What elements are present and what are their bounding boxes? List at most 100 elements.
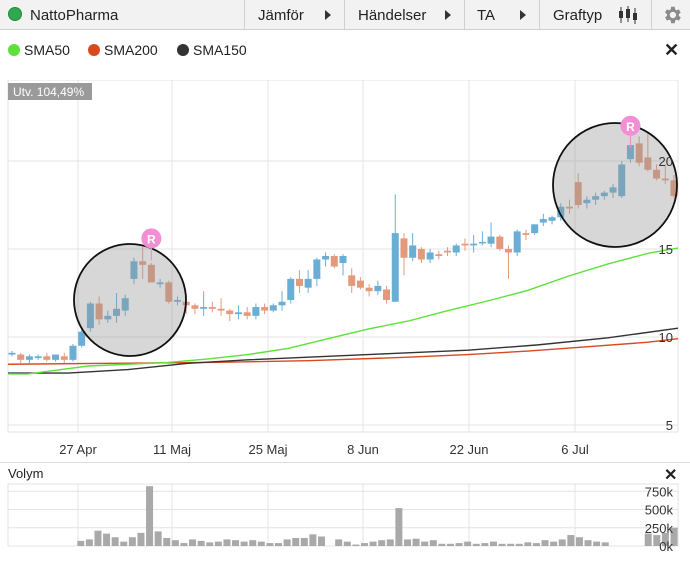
legend-label: SMA200 bbox=[104, 42, 158, 58]
candle-body bbox=[670, 180, 678, 197]
volume-bar bbox=[421, 541, 429, 546]
volume-bar bbox=[137, 532, 145, 546]
close-indicators-icon[interactable]: ✕ bbox=[664, 40, 680, 60]
candle-body bbox=[444, 250, 452, 253]
chevron-right-icon bbox=[325, 10, 331, 20]
volume-bar bbox=[498, 543, 506, 546]
candle-body bbox=[252, 307, 260, 316]
candle-body bbox=[234, 312, 242, 315]
close-volume-icon[interactable]: ✕ bbox=[664, 467, 678, 484]
volume-bar bbox=[318, 536, 326, 546]
sma150-dot-icon bbox=[177, 44, 189, 56]
compare-label: Jämför bbox=[258, 6, 304, 24]
event-markers[interactable]: RR bbox=[141, 115, 641, 261]
candle-body bbox=[531, 224, 539, 234]
legend-item-sma200[interactable]: SMA200 bbox=[88, 42, 158, 58]
candle-body bbox=[409, 245, 417, 258]
x-tick-label: 11 Maj bbox=[153, 442, 191, 457]
volume-chart[interactable]: 0k 250k 500k 750k bbox=[0, 482, 690, 554]
volume-bar bbox=[180, 543, 188, 546]
volume-bar bbox=[171, 540, 179, 546]
candle-body bbox=[330, 256, 338, 267]
candle-body bbox=[539, 219, 547, 223]
volume-bar bbox=[644, 533, 652, 546]
volume-bar bbox=[154, 531, 162, 546]
legend-item-sma50[interactable]: SMA50 bbox=[8, 42, 70, 58]
candle-body bbox=[69, 345, 77, 360]
volume-bar bbox=[593, 541, 601, 546]
volume-bar bbox=[378, 540, 386, 546]
legend-item-sma150[interactable]: SMA150 bbox=[177, 42, 247, 58]
volume-bar bbox=[343, 541, 351, 546]
volume-bar bbox=[146, 486, 154, 546]
events-menu[interactable]: Händelser bbox=[344, 0, 464, 30]
candle-body bbox=[139, 261, 147, 265]
status-dot-icon bbox=[8, 7, 22, 21]
report-marker[interactable] bbox=[620, 115, 641, 136]
candle-body bbox=[609, 187, 617, 193]
candle-body bbox=[17, 354, 25, 360]
candle-body bbox=[435, 254, 443, 256]
candle-body bbox=[400, 238, 408, 258]
volume-bar bbox=[661, 532, 669, 546]
candle-body bbox=[496, 236, 504, 249]
volume-bar bbox=[446, 543, 454, 546]
volume-bar bbox=[550, 541, 558, 546]
volume-bar bbox=[352, 544, 360, 546]
candle-body bbox=[287, 278, 295, 300]
candle-body bbox=[269, 305, 277, 311]
candle-body bbox=[243, 312, 251, 316]
volume-bar bbox=[85, 539, 93, 546]
candle-body bbox=[156, 282, 164, 285]
candle-body bbox=[147, 264, 155, 283]
volume-bar bbox=[507, 543, 515, 546]
volume-bar bbox=[77, 540, 85, 546]
indicator-legend: SMA50 SMA200 SMA150 ✕ bbox=[0, 38, 690, 62]
candle-body bbox=[635, 143, 643, 163]
volume-bar bbox=[601, 542, 609, 546]
x-tick-label: 8 Jun bbox=[347, 442, 379, 457]
gear-icon[interactable] bbox=[661, 4, 683, 26]
y-tick-label: 10 bbox=[659, 330, 673, 345]
report-marker[interactable] bbox=[141, 228, 162, 249]
toolbar: NattoPharma Jämför Händelser TA Graftyp bbox=[0, 0, 690, 30]
candle-body bbox=[25, 356, 33, 360]
candles bbox=[8, 132, 678, 364]
candle-body bbox=[52, 354, 60, 360]
volume-bar bbox=[532, 543, 540, 546]
volume-bar bbox=[567, 535, 575, 546]
chevron-right-icon bbox=[520, 10, 526, 20]
candle-body bbox=[583, 199, 591, 204]
marker-label: R bbox=[147, 232, 156, 246]
candle-body bbox=[191, 305, 199, 309]
volume-tick-label: 750k bbox=[645, 484, 674, 499]
candle-body bbox=[217, 308, 225, 311]
y-tick-label: 5 bbox=[666, 418, 673, 433]
volume-bars bbox=[77, 486, 678, 546]
sma150-line bbox=[8, 327, 679, 374]
volume-bar bbox=[240, 541, 248, 546]
events-label: Händelser bbox=[358, 6, 427, 24]
ta-menu[interactable]: TA bbox=[464, 0, 539, 30]
volume-bar bbox=[395, 508, 403, 546]
candle-body bbox=[8, 352, 16, 355]
candle-body bbox=[548, 217, 556, 221]
candle-body bbox=[557, 206, 565, 218]
volume-bar bbox=[111, 537, 119, 546]
volume-bar bbox=[103, 533, 111, 546]
chart-type-menu[interactable]: Graftyp bbox=[539, 0, 651, 30]
candle-body bbox=[644, 157, 652, 170]
y-tick-label: 20 bbox=[659, 154, 673, 169]
candle-body bbox=[313, 259, 321, 279]
volume-bar bbox=[584, 540, 592, 546]
volume-bar bbox=[335, 539, 343, 546]
volume-bar bbox=[403, 539, 411, 546]
compare-menu[interactable]: Jämför bbox=[244, 0, 344, 30]
candle-body bbox=[600, 192, 608, 197]
highlight-circle bbox=[552, 122, 678, 248]
candle-body bbox=[86, 303, 94, 329]
candle-body bbox=[95, 303, 103, 320]
candle-body bbox=[426, 252, 434, 260]
candle-body bbox=[478, 241, 486, 244]
